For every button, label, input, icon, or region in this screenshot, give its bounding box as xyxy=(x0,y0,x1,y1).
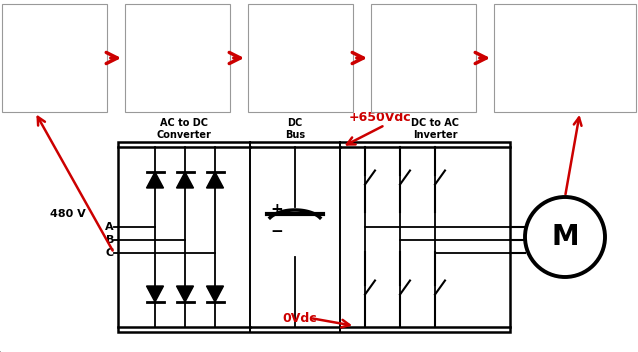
Text: M: M xyxy=(551,223,579,251)
Circle shape xyxy=(525,197,605,277)
Polygon shape xyxy=(177,286,193,302)
Text: 0Vdc: 0Vdc xyxy=(283,313,317,326)
Polygon shape xyxy=(177,172,193,188)
Bar xyxy=(125,4,230,112)
Polygon shape xyxy=(207,172,223,188)
Text: DC to AC
Inverter: DC to AC Inverter xyxy=(411,118,459,140)
Text: −: − xyxy=(271,225,283,239)
Polygon shape xyxy=(147,172,163,188)
Bar xyxy=(494,4,636,112)
Text: +650Vdc: +650Vdc xyxy=(349,111,412,124)
Text: 480 V: 480 V xyxy=(50,209,85,219)
Text: C: C xyxy=(106,248,114,258)
Text: DC
Bus: DC Bus xyxy=(285,118,305,140)
Text: A: A xyxy=(105,222,114,232)
Text: AC to DC
Converter: AC to DC Converter xyxy=(156,118,211,140)
Polygon shape xyxy=(147,286,163,302)
Text: +: + xyxy=(271,202,283,218)
Bar xyxy=(118,142,510,332)
Bar xyxy=(248,4,353,112)
Bar xyxy=(371,4,476,112)
Text: B: B xyxy=(106,235,114,245)
Bar xyxy=(2,4,107,112)
Polygon shape xyxy=(207,286,223,302)
